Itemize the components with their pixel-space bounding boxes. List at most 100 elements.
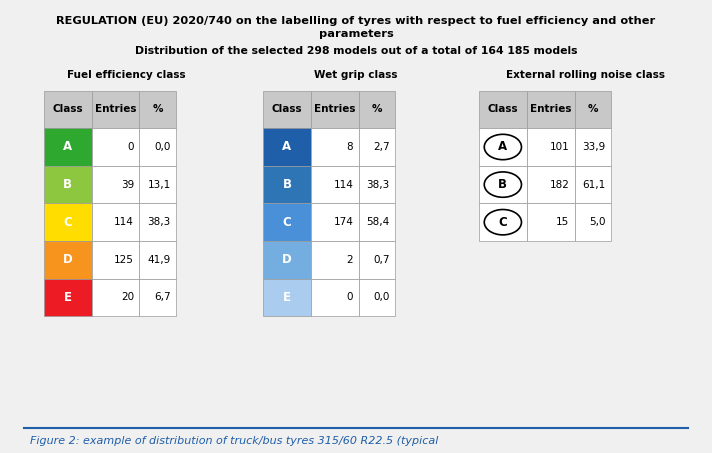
FancyBboxPatch shape: [479, 128, 527, 166]
Text: 182: 182: [550, 179, 570, 190]
Text: B: B: [498, 178, 508, 191]
FancyBboxPatch shape: [43, 128, 92, 166]
FancyBboxPatch shape: [140, 166, 176, 203]
Text: 58,4: 58,4: [367, 217, 390, 227]
FancyBboxPatch shape: [140, 128, 176, 166]
FancyBboxPatch shape: [92, 279, 140, 316]
FancyBboxPatch shape: [92, 166, 140, 203]
Text: 15: 15: [556, 217, 570, 227]
FancyBboxPatch shape: [92, 91, 140, 128]
FancyBboxPatch shape: [575, 166, 611, 203]
FancyBboxPatch shape: [575, 128, 611, 166]
Text: 0: 0: [127, 142, 134, 152]
FancyBboxPatch shape: [140, 279, 176, 316]
FancyBboxPatch shape: [263, 128, 311, 166]
Text: Wet grip class: Wet grip class: [314, 70, 398, 80]
FancyBboxPatch shape: [263, 279, 311, 316]
Text: E: E: [283, 291, 291, 304]
FancyBboxPatch shape: [359, 241, 395, 279]
Text: Entries: Entries: [314, 104, 355, 115]
FancyBboxPatch shape: [311, 128, 359, 166]
FancyBboxPatch shape: [92, 203, 140, 241]
Text: 174: 174: [333, 217, 353, 227]
Text: Class: Class: [52, 104, 83, 115]
FancyBboxPatch shape: [140, 241, 176, 279]
Text: 2,7: 2,7: [373, 142, 390, 152]
Text: 114: 114: [333, 179, 353, 190]
Text: 38,3: 38,3: [147, 217, 171, 227]
Text: Class: Class: [271, 104, 302, 115]
Text: Entries: Entries: [530, 104, 572, 115]
FancyBboxPatch shape: [575, 203, 611, 241]
FancyBboxPatch shape: [140, 91, 176, 128]
FancyBboxPatch shape: [263, 166, 311, 203]
Text: Distribution of the selected 298 models out of a total of 164 185 models: Distribution of the selected 298 models …: [135, 46, 577, 56]
Text: External rolling noise class: External rolling noise class: [506, 70, 665, 80]
Text: 6,7: 6,7: [154, 292, 171, 303]
FancyBboxPatch shape: [43, 203, 92, 241]
FancyBboxPatch shape: [359, 166, 395, 203]
Text: %: %: [152, 104, 163, 115]
Text: 41,9: 41,9: [147, 255, 171, 265]
Text: B: B: [63, 178, 72, 191]
FancyBboxPatch shape: [311, 166, 359, 203]
FancyBboxPatch shape: [479, 166, 527, 203]
Text: C: C: [63, 216, 72, 229]
Text: 5,0: 5,0: [590, 217, 606, 227]
Text: A: A: [283, 140, 291, 154]
FancyBboxPatch shape: [43, 241, 92, 279]
Text: 0,0: 0,0: [374, 292, 390, 303]
Text: 0,0: 0,0: [155, 142, 171, 152]
FancyBboxPatch shape: [527, 91, 575, 128]
Text: 38,3: 38,3: [367, 179, 390, 190]
FancyBboxPatch shape: [140, 203, 176, 241]
FancyBboxPatch shape: [527, 166, 575, 203]
Text: %: %: [587, 104, 598, 115]
FancyBboxPatch shape: [479, 203, 527, 241]
Text: REGULATION (EU) 2020/740 on the labelling of tyres with respect to fuel efficien: REGULATION (EU) 2020/740 on the labellin…: [56, 16, 656, 26]
FancyBboxPatch shape: [575, 91, 611, 128]
FancyBboxPatch shape: [263, 91, 311, 128]
Text: C: C: [283, 216, 291, 229]
Text: %: %: [372, 104, 382, 115]
FancyBboxPatch shape: [311, 91, 359, 128]
FancyBboxPatch shape: [359, 91, 395, 128]
FancyBboxPatch shape: [92, 241, 140, 279]
Text: B: B: [283, 178, 291, 191]
FancyBboxPatch shape: [311, 203, 359, 241]
FancyBboxPatch shape: [311, 279, 359, 316]
Text: 101: 101: [550, 142, 570, 152]
Text: E: E: [63, 291, 72, 304]
Text: parameters: parameters: [319, 29, 393, 39]
Text: C: C: [498, 216, 507, 229]
FancyBboxPatch shape: [263, 203, 311, 241]
FancyBboxPatch shape: [43, 166, 92, 203]
Text: 114: 114: [114, 217, 134, 227]
Text: 20: 20: [121, 292, 134, 303]
FancyBboxPatch shape: [92, 128, 140, 166]
FancyBboxPatch shape: [479, 91, 527, 128]
Text: Class: Class: [488, 104, 518, 115]
FancyBboxPatch shape: [359, 203, 395, 241]
FancyBboxPatch shape: [359, 279, 395, 316]
FancyBboxPatch shape: [359, 128, 395, 166]
Text: 0,7: 0,7: [373, 255, 390, 265]
FancyBboxPatch shape: [43, 91, 92, 128]
Text: 39: 39: [121, 179, 134, 190]
FancyBboxPatch shape: [263, 241, 311, 279]
Text: D: D: [63, 253, 73, 266]
Text: A: A: [63, 140, 72, 154]
FancyBboxPatch shape: [527, 203, 575, 241]
Text: 2: 2: [347, 255, 353, 265]
Text: Entries: Entries: [95, 104, 136, 115]
FancyBboxPatch shape: [527, 128, 575, 166]
Text: Figure 2: example of distribution of truck/bus tyres 315/60 R22.5 (typical: Figure 2: example of distribution of tru…: [31, 436, 439, 446]
FancyBboxPatch shape: [311, 241, 359, 279]
Text: 0: 0: [347, 292, 353, 303]
Text: D: D: [282, 253, 292, 266]
Text: 13,1: 13,1: [147, 179, 171, 190]
Text: 33,9: 33,9: [582, 142, 606, 152]
Text: A: A: [498, 140, 508, 154]
FancyBboxPatch shape: [43, 279, 92, 316]
Text: Fuel efficiency class: Fuel efficiency class: [68, 70, 186, 80]
